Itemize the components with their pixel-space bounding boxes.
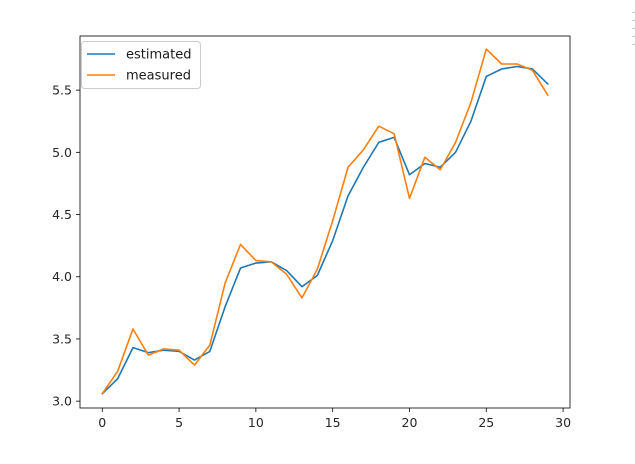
window-edge-mark	[632, 28, 635, 29]
x-tick-label: 0	[98, 415, 106, 430]
y-tick-label: 4.0	[52, 269, 72, 284]
x-tick-label: 20	[402, 415, 418, 430]
window-edge-mark	[632, 12, 635, 13]
y-tick-label: 4.5	[52, 207, 72, 222]
x-tick-label: 5	[175, 415, 183, 430]
x-tick-label: 15	[325, 415, 341, 430]
y-tick-label: 5.0	[52, 145, 72, 160]
series-line-estimated	[101, 65, 549, 395]
x-tick-label: 25	[478, 415, 494, 430]
x-tick-label: 10	[248, 415, 264, 430]
y-axis: 3.0 3.5 4.0 4.5 5.0 5.5	[52, 83, 80, 409]
x-tick-label: 30	[555, 415, 571, 430]
window-edge-mark	[632, 44, 635, 45]
window-edge-mark	[632, 20, 635, 21]
legend-label-measured: measured	[126, 69, 191, 84]
axes-frame	[79, 35, 571, 409]
legend: estimated measured	[81, 41, 201, 89]
plot-area	[80, 36, 570, 408]
series-line-measured	[101, 48, 549, 395]
axes-layer	[79, 35, 571, 409]
y-tick-label: 5.5	[52, 83, 72, 98]
y-tick-label: 3.5	[52, 331, 72, 346]
series-layer	[101, 48, 549, 395]
x-axis: 0 5 10 15 20 25 30	[98, 408, 571, 430]
window-edge	[632, 0, 635, 459]
window-edge-mark	[632, 36, 635, 37]
legend-entries: estimated measured	[87, 48, 191, 84]
y-tick-label: 3.0	[52, 394, 72, 409]
legend-label-estimated: estimated	[126, 48, 191, 63]
